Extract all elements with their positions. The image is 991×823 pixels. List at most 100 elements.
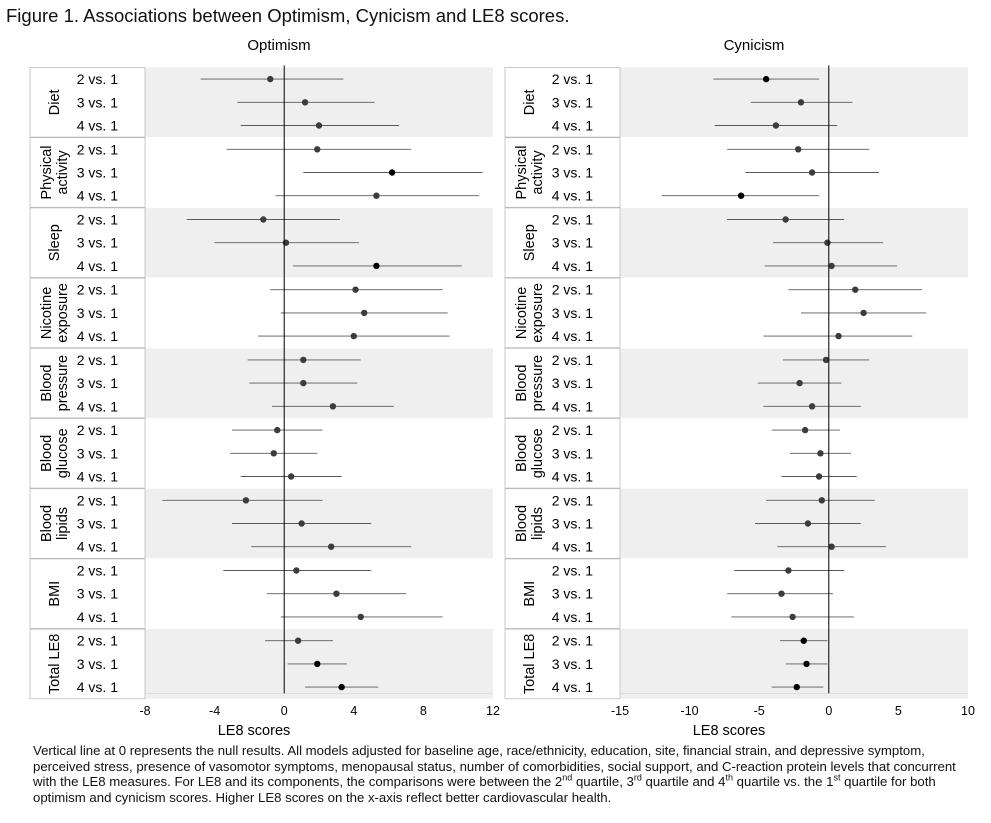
- optimism-group-label-line: pressure: [55, 355, 71, 411]
- cynicism-point: [794, 146, 802, 153]
- optimism-row-label: 2 vs. 1: [77, 563, 118, 579]
- optimism-point: [338, 683, 345, 691]
- optimism-group-box: [29, 347, 146, 419]
- cynicism-row-label: 2 vs. 1: [552, 422, 593, 438]
- cynicism-x-tick-label: -10: [681, 704, 699, 718]
- optimism-x-tick-label: 12: [486, 704, 500, 718]
- cynicism-point: [772, 122, 780, 129]
- cynicism-x-tick-label: 5: [895, 704, 902, 718]
- optimism-row-label: 2 vs. 1: [77, 633, 118, 649]
- optimism-row-label: 4 vs. 1: [77, 539, 118, 555]
- cynicism-point: [800, 637, 807, 644]
- optimism-row-label: 3 vs. 1: [77, 235, 118, 251]
- caption-text-4: quartile vs. the 1: [733, 774, 834, 790]
- optimism-x-tick-label: -4: [209, 704, 220, 718]
- cynicism-row-label: 4 vs. 1: [552, 539, 593, 555]
- cynicism-point: [824, 239, 831, 246]
- cynicism-row-label: 2 vs. 1: [552, 282, 593, 298]
- cynicism-row-label: 4 vs. 1: [552, 679, 593, 695]
- optimism-group-label: Sleep: [47, 224, 63, 261]
- cynicism-group-label-line: Sleep: [522, 224, 538, 261]
- optimism-row-label: 3 vs. 1: [77, 445, 118, 461]
- cynicism-row-label: 3 vs. 1: [552, 235, 593, 251]
- optimism-x-tick-label: 0: [281, 704, 288, 718]
- optimism-group-box: [29, 207, 146, 278]
- cynicism-group-box: [504, 67, 621, 138]
- cynicism-point: [804, 520, 812, 527]
- cynicism-row-label: 4 vs. 1: [552, 469, 593, 485]
- cynicism-group-label-line: Diet: [522, 89, 538, 115]
- optimism-row-label: 2 vs. 1: [77, 352, 118, 368]
- cynicism-group-label-line: Blood: [514, 505, 530, 542]
- optimism-point: [333, 590, 340, 597]
- cynicism-point: [828, 262, 835, 270]
- optimism-group-box: [29, 488, 146, 559]
- optimism-group-label: BMI: [47, 581, 63, 607]
- cynicism-group-label-line: glucose: [530, 428, 546, 478]
- optimism-point: [315, 122, 323, 129]
- optimism-point: [327, 543, 335, 550]
- optimism-row-label: 3 vs. 1: [77, 516, 118, 532]
- optimism-group-label-line: Sleep: [47, 224, 63, 261]
- cynicism-point: [737, 192, 745, 199]
- cynicism-row-label: 3 vs. 1: [552, 94, 593, 110]
- optimism-row-label: 3 vs. 1: [77, 94, 118, 110]
- optimism-row-label: 2 vs. 1: [77, 212, 118, 228]
- optimism-point: [260, 216, 267, 223]
- cynicism-group-box: [504, 277, 621, 349]
- caption-text-1: Vertical line at 0 represents the null r…: [33, 743, 956, 790]
- cynicism-point: [817, 450, 824, 457]
- optimism-group-box: [29, 558, 146, 629]
- cynicism-x-tick-label: 0: [825, 704, 832, 718]
- optimism-group-label-line: exposure: [55, 283, 71, 343]
- cynicism-row-label: 3 vs. 1: [552, 375, 593, 391]
- cynicism-point: [808, 403, 816, 410]
- cynicism-group-label-line: Blood: [514, 435, 530, 472]
- optimism-row-label: 2 vs. 1: [77, 141, 118, 157]
- optimism-group-box: [29, 277, 146, 349]
- cynicism-group-label: Diet: [522, 89, 538, 115]
- optimism-row-label: 4 vs. 1: [77, 609, 118, 625]
- optimism-row-label: 2 vs. 1: [77, 422, 118, 438]
- optimism-panel-title: Optimism: [247, 37, 310, 54]
- cynicism-row-label: 2 vs. 1: [552, 633, 593, 649]
- caption-text-2: quartile, 3: [572, 774, 634, 790]
- optimism-group-label: Physicalactivity: [39, 146, 71, 200]
- cynicism-row-label: 4 vs. 1: [552, 609, 593, 625]
- cynicism-point: [778, 590, 785, 597]
- optimism-point: [357, 613, 364, 621]
- cynicism-group-label: Total LE8: [522, 634, 538, 694]
- figure-caption: Vertical line at 0 represents the null r…: [33, 743, 979, 805]
- forest-figure: Optimism Diet 2 vs. 1 3 vs. 1 4 vs. 1 Physica…: [29, 37, 975, 739]
- optimism-point: [294, 637, 302, 644]
- cynicism-group-label: Bloodpressure: [514, 355, 546, 411]
- optimism-group-label-line: activity: [55, 150, 71, 195]
- cynicism-point: [860, 309, 867, 317]
- cynicism-group-box: [504, 488, 621, 559]
- optimism-point: [350, 332, 357, 340]
- figure-title: Figure 1. Associations between Optimism,…: [6, 5, 570, 26]
- optimism-point: [282, 239, 290, 246]
- cynicism-row-label: 2 vs. 1: [552, 141, 593, 157]
- cynicism-row-label: 4 vs. 1: [552, 328, 593, 344]
- cynicism-point: [818, 497, 826, 504]
- optimism-group-label-line: Physical: [39, 146, 55, 200]
- cynicism-row-label: 3 vs. 1: [552, 586, 593, 602]
- cynicism-row-label: 3 vs. 1: [552, 165, 593, 181]
- cynicism-row-label: 2 vs. 1: [552, 563, 593, 579]
- optimism-row-label: 2 vs. 1: [77, 71, 118, 87]
- optimism-point: [329, 403, 337, 410]
- caption-sup-rd: rd: [633, 772, 642, 783]
- cynicism-group-label-line: exposure: [530, 283, 546, 343]
- optimism-group-label-line: glucose: [55, 428, 71, 478]
- caption-text-5: quartile for both optimism and cynicism …: [33, 774, 936, 805]
- cynicism-group-label-line: Blood: [514, 365, 530, 402]
- cynicism-point: [815, 473, 823, 480]
- cynicism-panel-title: Cynicism: [724, 37, 785, 54]
- optimism-x-axis-label: LE8 scores: [218, 723, 291, 739]
- optimism-group-label: Bloodpressure: [39, 355, 71, 411]
- optimism-group-box: [29, 418, 146, 489]
- optimism-group-label-line: Total LE8: [47, 634, 63, 694]
- optimism-x-tick-label: -8: [139, 704, 150, 718]
- optimism-group-label-line: Blood: [39, 505, 55, 542]
